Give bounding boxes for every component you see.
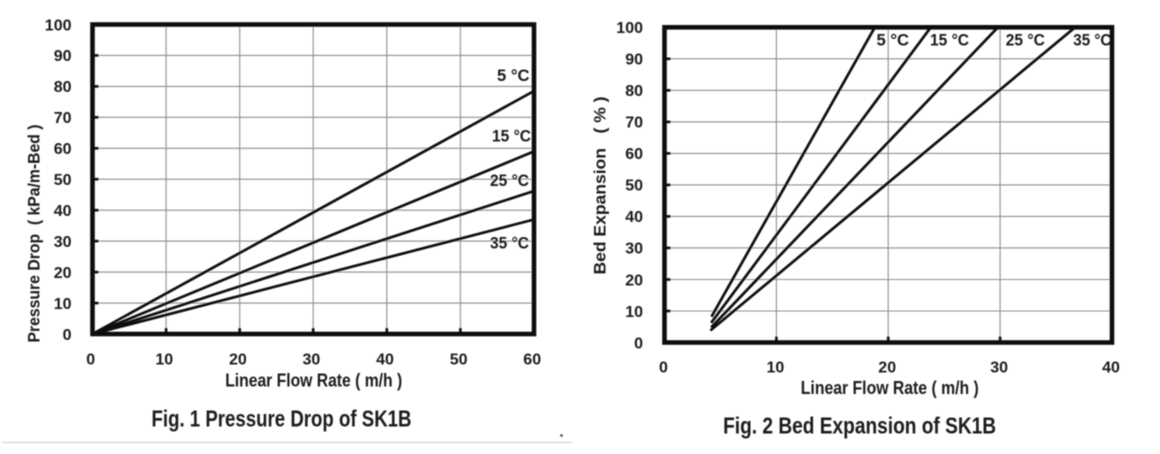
svg-text:20: 20: [625, 272, 643, 289]
svg-text:Fig. 2 Bed Expansion of SK1B: Fig. 2 Bed Expansion of SK1B: [723, 413, 996, 439]
svg-text:90: 90: [625, 52, 643, 69]
svg-text:0: 0: [634, 335, 643, 352]
svg-text:Pressure Drop ( kPa/m-Bed ): Pressure Drop ( kPa/m-Bed ): [25, 125, 44, 343]
svg-text:10: 10: [54, 296, 72, 313]
svg-text:0: 0: [659, 360, 668, 377]
svg-text:Linear Flow Rate ( m/h ): Linear Flow Rate ( m/h ): [225, 371, 402, 391]
svg-text:30: 30: [54, 234, 72, 251]
svg-text:0: 0: [63, 327, 72, 344]
svg-text:100: 100: [616, 20, 643, 37]
svg-text:80: 80: [625, 83, 643, 100]
svg-text:20: 20: [878, 360, 896, 377]
svg-text:60: 60: [54, 141, 72, 158]
svg-text:30: 30: [990, 360, 1008, 377]
svg-text:50: 50: [450, 352, 468, 369]
svg-text:10: 10: [767, 360, 785, 377]
svg-text:10: 10: [155, 352, 173, 369]
svg-text:20: 20: [229, 352, 247, 369]
svg-text:5 °C: 5 °C: [877, 31, 910, 50]
svg-text:35 °C: 35 °C: [490, 233, 529, 252]
svg-text:50: 50: [54, 172, 72, 189]
svg-text:30: 30: [303, 352, 321, 369]
svg-text:60: 60: [523, 352, 541, 369]
svg-text:90: 90: [54, 48, 72, 65]
svg-text:100: 100: [45, 17, 72, 34]
svg-text:10: 10: [625, 304, 643, 321]
svg-text:40: 40: [54, 203, 72, 220]
svg-text:25 °C: 25 °C: [490, 171, 529, 190]
svg-text:Fig. 1 Pressure Drop of SK1B: Fig. 1 Pressure Drop of SK1B: [152, 406, 412, 432]
svg-text:40: 40: [376, 352, 394, 369]
svg-text:Bed Expansion ( % ): Bed Expansion ( % ): [590, 97, 609, 275]
svg-text:40: 40: [1102, 360, 1120, 377]
svg-text:0: 0: [86, 352, 95, 369]
svg-text:20: 20: [54, 265, 72, 282]
svg-text:80: 80: [54, 79, 72, 96]
svg-text:60: 60: [625, 146, 643, 163]
svg-text:70: 70: [625, 115, 643, 132]
svg-text:70: 70: [54, 110, 72, 127]
svg-text:25 °C: 25 °C: [1006, 31, 1045, 50]
svg-text:30: 30: [625, 241, 643, 258]
svg-text:35 °C: 35 °C: [1073, 31, 1111, 50]
svg-text:50: 50: [625, 178, 643, 195]
svg-text:40: 40: [625, 209, 643, 226]
svg-text:15 °C: 15 °C: [492, 126, 531, 145]
svg-text:Linear Flow Rate ( m/h ): Linear Flow Rate ( m/h ): [801, 378, 979, 398]
svg-text:15 °C: 15 °C: [930, 31, 969, 50]
svg-text:5 °C: 5 °C: [497, 66, 530, 85]
